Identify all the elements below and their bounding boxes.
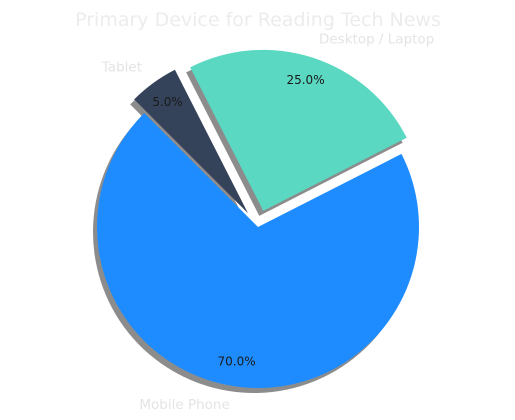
pct-label-desktop-laptop: 25.0% [286,73,324,87]
slices [97,49,420,388]
category-label-mobile-phone: Mobile Phone [139,397,229,413]
slice-tablet [134,69,249,214]
pct-label-tablet: 5.0% [152,95,183,109]
chart-title: Primary Device for Reading Tech News [75,9,441,31]
slice-mobile-phone [97,113,420,388]
category-label-tablet: Tablet [101,59,142,75]
labels: 70.0% Mobile Phone 25.0% Desktop / Laptop 5.… [101,31,434,413]
pct-label-mobile-phone: 70.0% [218,355,256,369]
slice-desktop-laptop [190,49,407,211]
category-label-desktop-laptop: Desktop / Laptop [319,31,434,47]
